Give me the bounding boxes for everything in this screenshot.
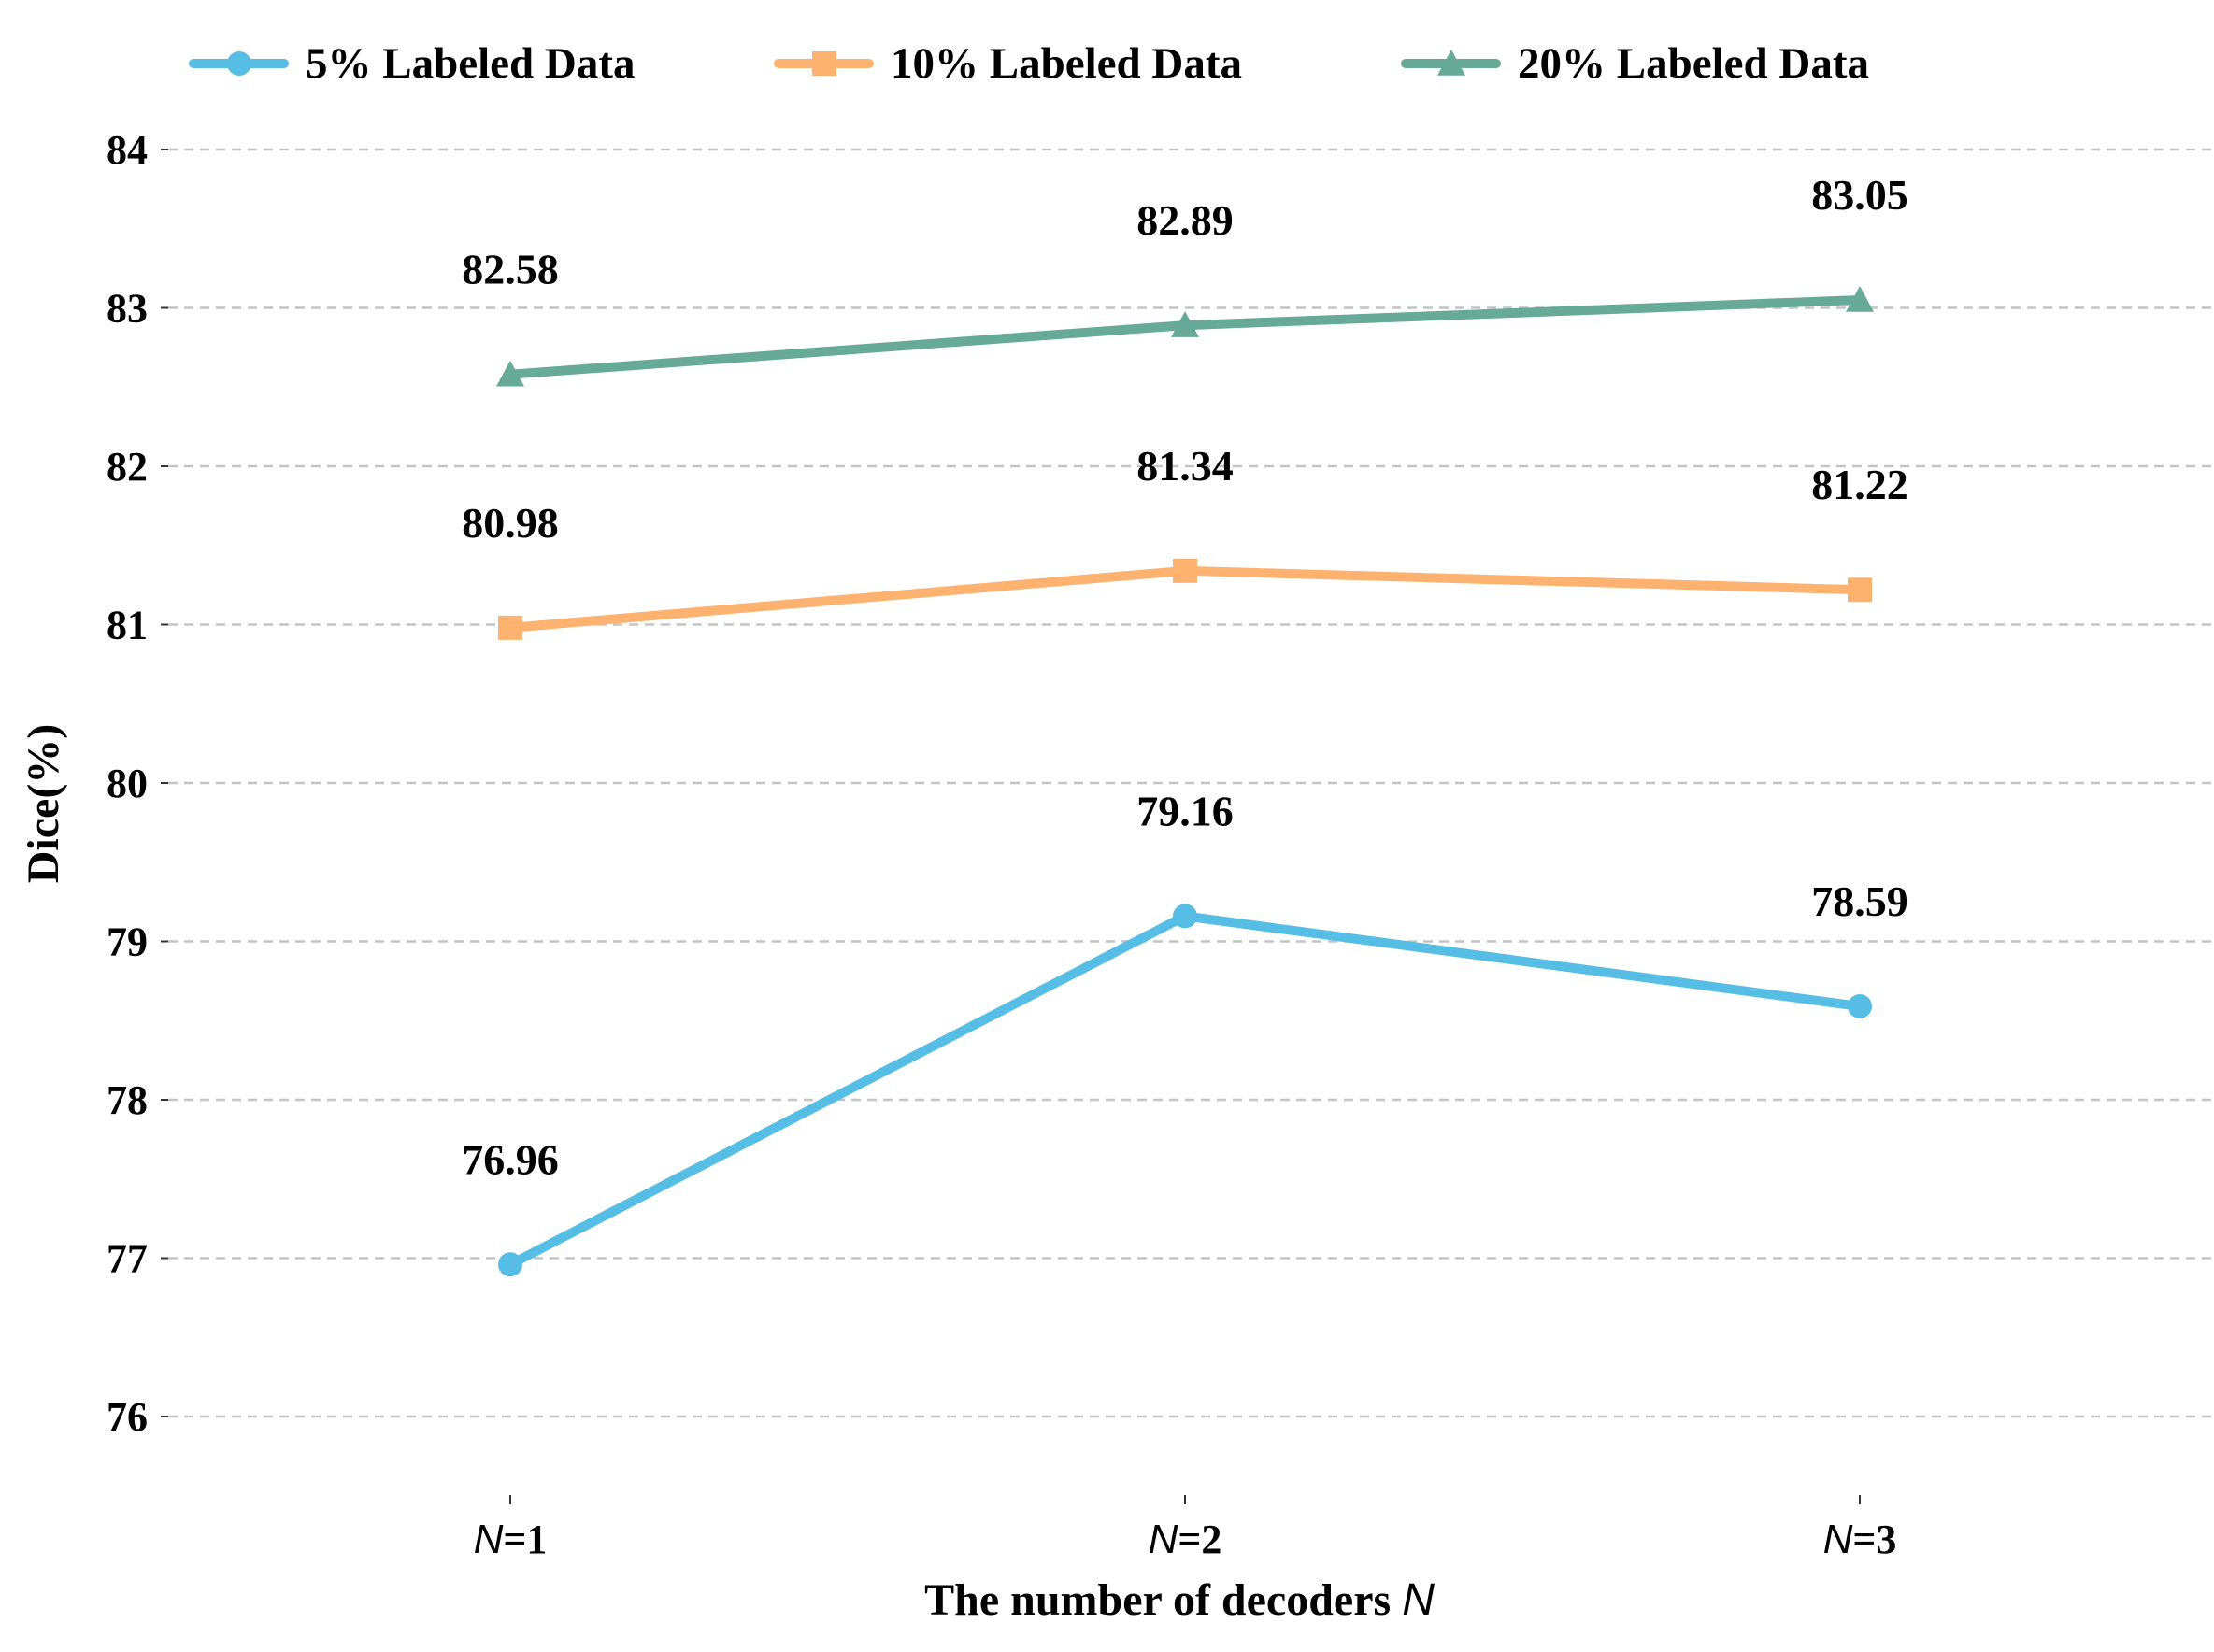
x-tick-value: =1 (503, 1517, 547, 1562)
data-label: 76.96 (462, 1135, 559, 1183)
x-tick-variable: N (1823, 1517, 1853, 1562)
legend-item: 10% Labeled Data (774, 39, 1242, 88)
data-point-marker (1846, 286, 1874, 312)
data-point-marker (496, 360, 524, 387)
data-point-marker (1173, 904, 1197, 929)
data-label: 82.58 (462, 246, 559, 293)
x-tick-label: N=3 (1823, 1517, 1897, 1562)
data-label: 79.16 (1136, 787, 1234, 834)
data-point-marker (498, 1252, 522, 1277)
series-group (496, 286, 1874, 1277)
series-line (506, 911, 1864, 1270)
legend-marker (227, 51, 251, 76)
y-axis: 76 77 78 79 80 81 82 83 84 (107, 127, 168, 1440)
data-point-marker (1173, 558, 1197, 583)
legend-marker (1437, 50, 1465, 76)
data-label: 82.89 (1136, 196, 1234, 244)
y-tick-label: 84 (107, 127, 148, 173)
legend-label: 5% Labeled Data (306, 39, 636, 88)
legend-label: 20% Labeled Data (1518, 39, 1869, 88)
y-tick-label: 82 (107, 444, 148, 490)
series-2 (498, 558, 1872, 640)
y-tick-label: 81 (107, 603, 148, 648)
data-label: 81.34 (1136, 442, 1234, 490)
y-tick-label: 83 (107, 286, 148, 332)
series-3 (496, 286, 1874, 387)
x-axis-title: The number of decoders N (924, 1575, 1435, 1625)
series-1 (498, 904, 1872, 1277)
data-label: 78.59 (1811, 877, 1908, 925)
x-tick-label: N=2 (1149, 1517, 1222, 1562)
y-tick-label: 76 (107, 1394, 148, 1440)
legend-label: 10% Labeled Data (891, 39, 1242, 88)
x-axis: N=1 N=2 N=3 (474, 1495, 1897, 1562)
legend-marker (812, 51, 836, 76)
gridlines (168, 148, 2214, 1418)
legend-item: 20% Labeled Data (1401, 39, 1869, 88)
legend-item: 5% Labeled Data (189, 39, 636, 88)
x-tick-label: N=1 (474, 1517, 548, 1562)
y-tick-label: 77 (107, 1236, 148, 1282)
x-axis-title-text: The number of decoders (924, 1575, 1402, 1625)
legend: 5% Labeled Data 10% Labeled Data 20% Label… (189, 39, 1869, 88)
data-label: 83.05 (1811, 171, 1908, 219)
data-labels: 76.96 79.16 78.59 80.98 81.34 81.22 82.58 82.89… (462, 171, 1908, 1183)
x-tick-value: =3 (1852, 1517, 1896, 1562)
y-tick-label: 78 (107, 1077, 148, 1123)
x-axis-title-variable: N (1402, 1575, 1435, 1625)
data-label: 81.22 (1811, 461, 1908, 508)
x-tick-variable: N (1149, 1517, 1178, 1562)
data-point-marker (498, 615, 522, 640)
y-axis-title: Dice(%) (19, 724, 68, 884)
data-point-marker (1171, 311, 1199, 337)
data-label: 80.98 (462, 499, 559, 547)
x-tick-variable: N (474, 1517, 504, 1562)
data-point-marker (1848, 577, 1872, 603)
y-tick-label: 80 (107, 761, 148, 806)
x-tick-value: =2 (1178, 1517, 1221, 1562)
y-tick-label: 79 (107, 919, 148, 965)
data-point-marker (1848, 993, 1872, 1018)
